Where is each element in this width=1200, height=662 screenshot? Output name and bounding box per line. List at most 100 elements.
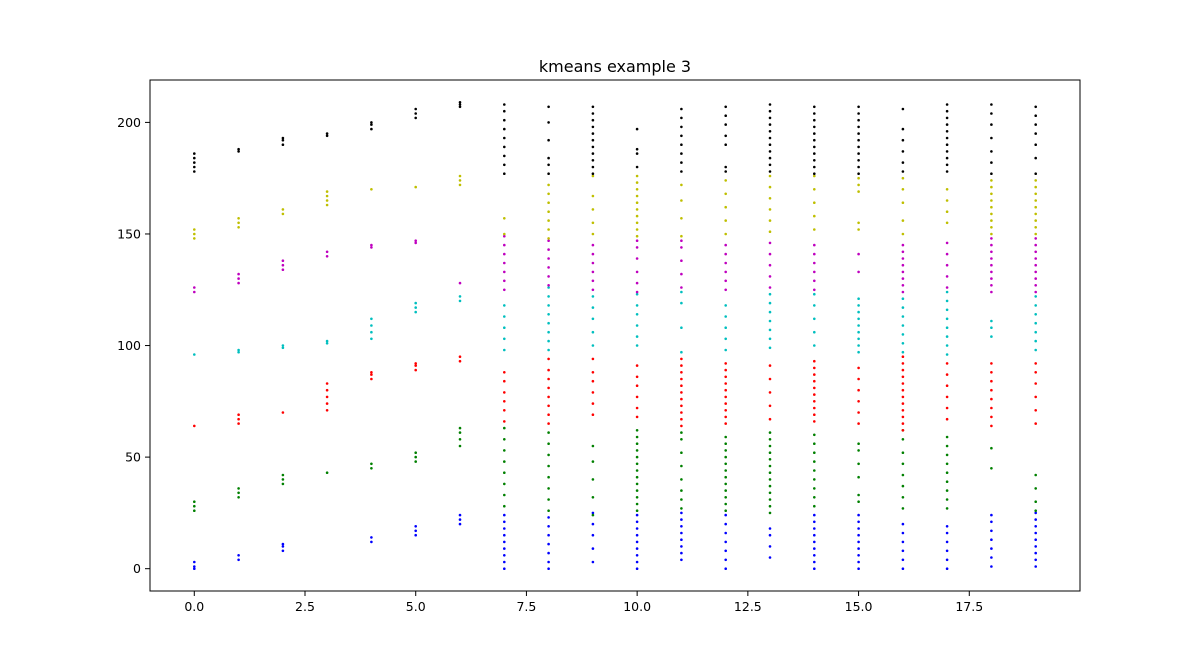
data-point [813, 304, 816, 307]
data-point [901, 150, 905, 153]
data-point [813, 270, 816, 274]
data-point [901, 362, 905, 365]
data-point [591, 172, 595, 175]
data-point [680, 301, 683, 305]
data-point [990, 565, 993, 568]
data-point [680, 404, 683, 408]
data-point [680, 545, 683, 548]
data-point [503, 547, 506, 550]
data-point [503, 540, 506, 544]
data-point [901, 188, 905, 191]
data-point [591, 118, 595, 122]
data-point [237, 558, 240, 562]
data-point [901, 395, 905, 399]
data-point [857, 493, 860, 497]
data-point [547, 533, 550, 537]
data-point [945, 199, 949, 202]
data-point [547, 275, 550, 278]
data-point [724, 368, 727, 372]
data-point [680, 364, 683, 367]
data-point [1034, 339, 1037, 343]
data-point [547, 567, 550, 570]
data-point [635, 533, 639, 537]
data-point [635, 482, 639, 486]
data-point [724, 232, 727, 236]
data-point [547, 286, 550, 289]
data-point [193, 500, 196, 504]
data-point [1034, 531, 1037, 535]
data-point [857, 138, 860, 142]
data-point [370, 330, 373, 334]
data-point [680, 143, 683, 146]
data-point [458, 518, 462, 521]
data-point [724, 558, 727, 562]
y-axis: 0 50 100 150 200 [117, 115, 150, 576]
data-point [945, 373, 949, 376]
data-point [768, 208, 772, 211]
data-point [813, 172, 816, 175]
data-point [990, 446, 993, 450]
data-point [635, 292, 639, 296]
data-point [547, 431, 550, 434]
data-point [768, 377, 772, 381]
data-point [768, 444, 772, 448]
data-point [680, 511, 683, 515]
data-point [591, 547, 595, 550]
data-point [724, 348, 727, 352]
x-tick-label: 15.0 [845, 599, 873, 614]
data-point [724, 549, 727, 553]
data-point [768, 197, 772, 200]
data-point [414, 241, 418, 245]
data-point [547, 228, 550, 231]
data-point [1034, 525, 1037, 528]
data-point [768, 556, 772, 559]
data-point [945, 471, 949, 475]
data-point [724, 522, 727, 526]
data-point [857, 520, 860, 524]
data-point [547, 475, 550, 479]
data-point [768, 275, 772, 278]
data-point [503, 460, 506, 463]
data-point [813, 560, 816, 564]
data-point [547, 386, 550, 390]
data-point [458, 105, 462, 109]
data-point [901, 522, 905, 526]
data-point [414, 529, 418, 533]
data-point [1034, 304, 1037, 307]
data-point [1034, 185, 1037, 189]
data-point [281, 549, 285, 553]
data-point [724, 375, 727, 379]
data-point [591, 105, 595, 109]
data-point [458, 359, 462, 363]
data-point [813, 159, 816, 162]
data-point [857, 297, 860, 301]
data-point [591, 391, 595, 394]
data-point [680, 326, 683, 330]
data-point [857, 411, 860, 414]
data-point [813, 442, 816, 446]
data-point [547, 453, 550, 457]
data-point [724, 475, 727, 479]
data-point [724, 409, 727, 412]
data-point [990, 150, 993, 153]
data-point [768, 219, 772, 222]
data-point [768, 301, 772, 305]
data-point [325, 339, 329, 343]
data-point [237, 147, 240, 151]
data-point [458, 281, 462, 285]
data-point [724, 462, 727, 466]
data-point [768, 417, 772, 421]
data-point [503, 217, 506, 220]
data-point [547, 105, 550, 109]
data-point [680, 246, 683, 249]
data-point [370, 246, 373, 249]
data-point [945, 549, 949, 553]
y-tick-label: 0 [133, 561, 141, 576]
data-point [813, 406, 816, 410]
data-point [325, 395, 329, 399]
data-point [370, 123, 373, 126]
data-point [237, 348, 240, 352]
data-point [901, 333, 905, 336]
data-point [1034, 219, 1037, 222]
data-point [281, 542, 285, 546]
